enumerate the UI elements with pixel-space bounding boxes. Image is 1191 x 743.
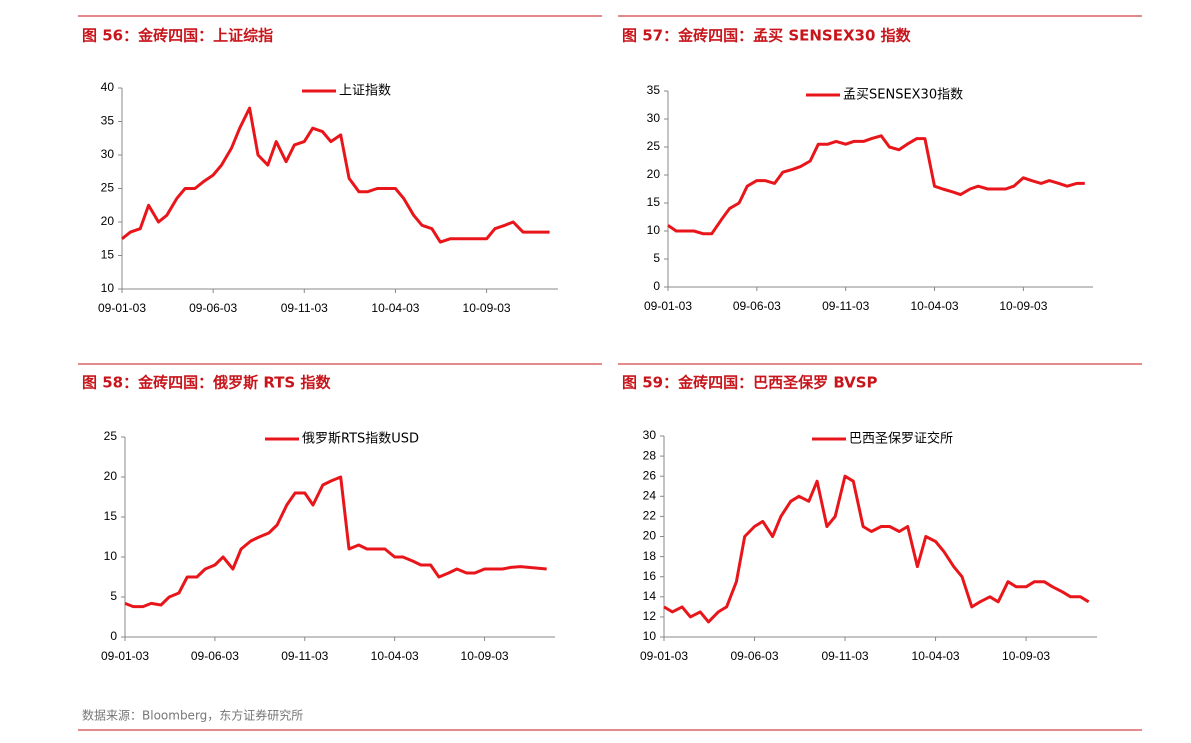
x-tick-label: 10-09-03 [1002, 649, 1050, 663]
legend-label: 孟买SENSEX30指数 [843, 88, 963, 103]
x-tick-label: 09-06-03 [730, 649, 778, 663]
x-tick-label: 09-11-03 [821, 649, 868, 663]
y-tick-label: 25 [647, 139, 661, 153]
y-tick-label: 15 [647, 195, 661, 209]
y-tick-label: 10 [647, 223, 661, 237]
series-line [667, 134, 1085, 236]
series-line [121, 106, 550, 244]
y-tick-label: 0 [110, 629, 117, 643]
x-tick-label: 09-11-03 [281, 301, 328, 315]
y-tick-label: 25 [104, 429, 118, 443]
x-tick-label: 10-04-03 [912, 649, 960, 663]
y-tick-label: 15 [101, 248, 115, 262]
y-tick-label: 35 [101, 114, 115, 128]
footer: 数据来源：Bloomberg，东方证券研究所 [82, 708, 303, 723]
x-tick-label: 10-04-03 [371, 301, 419, 315]
x-tick-label: 10-09-03 [461, 649, 509, 663]
x-tick-label: 09-01-03 [98, 301, 146, 315]
y-tick-label: 30 [647, 111, 661, 125]
legend-label: 巴西圣保罗证交所 [849, 431, 953, 447]
y-tick-label: 10 [104, 549, 118, 563]
series-line [663, 474, 1090, 624]
y-tick-label: 12 [643, 609, 657, 623]
legend-label: 上证指数 [339, 84, 391, 99]
x-tick-label: 09-06-03 [733, 299, 781, 313]
y-tick-label: 20 [101, 214, 115, 228]
legend-label: 俄罗斯RTS指数USD [302, 432, 419, 447]
y-tick-label: 24 [643, 488, 657, 502]
chart-title: 图 57：金砖四国：孟买 SENSEX30 指数 [622, 27, 912, 45]
y-tick-label: 15 [104, 509, 118, 523]
y-tick-label: 10 [643, 629, 657, 643]
chart-title: 图 59：金砖四国：巴西圣保罗 BVSP [622, 374, 878, 392]
y-tick-label: 26 [643, 468, 657, 482]
y-tick-label: 30 [643, 428, 657, 442]
y-tick-label: 28 [643, 448, 657, 462]
x-tick-label: 10-04-03 [911, 299, 959, 313]
x-tick-label: 10-04-03 [371, 649, 419, 663]
y-tick-label: 0 [653, 279, 660, 293]
y-tick-label: 14 [643, 589, 657, 603]
series-line [124, 475, 547, 609]
chart-title: 图 58：金砖四国：俄罗斯 RTS 指数 [82, 374, 331, 392]
x-tick-label: 10-09-03 [999, 299, 1047, 313]
x-tick-label: 09-11-03 [281, 649, 328, 663]
y-tick-label: 18 [643, 549, 657, 563]
x-tick-label: 09-01-03 [644, 299, 692, 313]
y-tick-label: 25 [101, 181, 115, 195]
x-tick-label: 09-06-03 [189, 301, 237, 315]
y-tick-label: 5 [110, 589, 117, 603]
y-tick-label: 5 [653, 251, 660, 265]
y-tick-label: 20 [104, 469, 118, 483]
y-tick-label: 30 [101, 147, 115, 161]
x-tick-label: 09-01-03 [640, 649, 688, 663]
y-tick-label: 20 [643, 529, 657, 543]
x-tick-label: 10-09-03 [463, 301, 511, 315]
x-tick-label: 09-06-03 [191, 649, 239, 663]
y-tick-label: 20 [647, 167, 661, 181]
chart-title: 图 56：金砖四国：上证综指 [82, 27, 273, 45]
y-tick-label: 22 [643, 509, 657, 523]
y-tick-label: 40 [101, 80, 115, 94]
x-tick-label: 09-01-03 [101, 649, 149, 663]
y-tick-label: 35 [647, 83, 661, 97]
x-tick-label: 09-11-03 [822, 299, 869, 313]
y-tick-label: 10 [101, 281, 115, 295]
y-tick-label: 16 [643, 569, 657, 583]
